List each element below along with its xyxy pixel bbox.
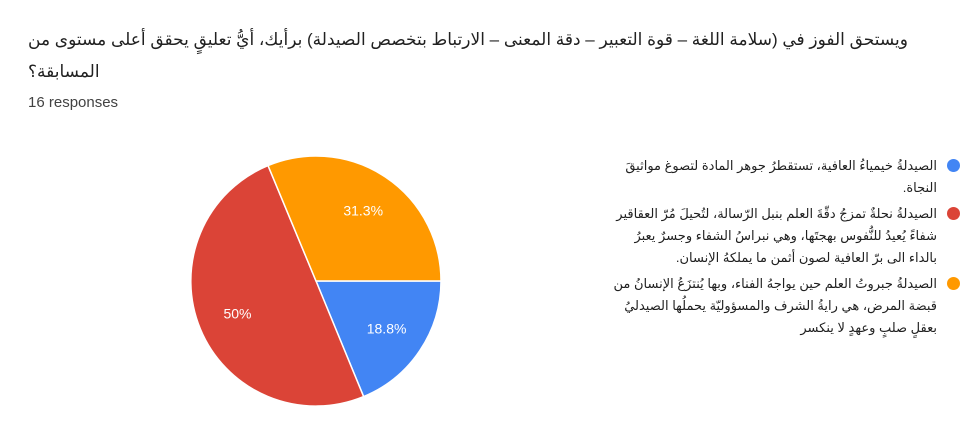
pie-slice-0[interactable] (314, 280, 442, 398)
question-title: ويستحق الفوز في (سلامة اللغة – قوة التعب… (28, 30, 908, 81)
slice-label-1: 50% (223, 306, 251, 322)
chart-legend: الصيدلةُ خيمياءُ العافية، تستقطرُ جوهر ا… (604, 155, 960, 343)
slice-label-0: 18.8% (367, 320, 407, 336)
responses-count: 16 responses (28, 94, 119, 111)
legend-dot-icon (947, 277, 960, 290)
legend-label: الصيدلةُ خيمياءُ العافية، تستقطرُ جوهر ا… (625, 158, 937, 195)
pie-slice-1[interactable] (190, 164, 365, 407)
legend-label: الصيدلةُ جبروتُ العلم حين يواجهُ الفناء،… (613, 276, 937, 335)
legend-item-1: الصيدلةُ نحلةٌ تمزجُ دقّةَ العلم بنبل ال… (604, 203, 960, 269)
pie-slice-2[interactable] (267, 155, 442, 282)
legend-dot-icon (947, 159, 960, 172)
legend-label: الصيدلةُ نحلةٌ تمزجُ دقّةَ العلم بنبل ال… (616, 206, 937, 265)
legend-dot-icon (947, 207, 960, 220)
legend-item-2: الصيدلةُ جبروتُ العلم حين يواجهُ الفناء،… (604, 273, 960, 339)
pie-chart: 18.8% 50% 31.3% (190, 155, 442, 407)
slice-label-2: 31.3% (343, 202, 383, 218)
legend-item-0: الصيدلةُ خيمياءُ العافية، تستقطرُ جوهر ا… (604, 155, 960, 199)
